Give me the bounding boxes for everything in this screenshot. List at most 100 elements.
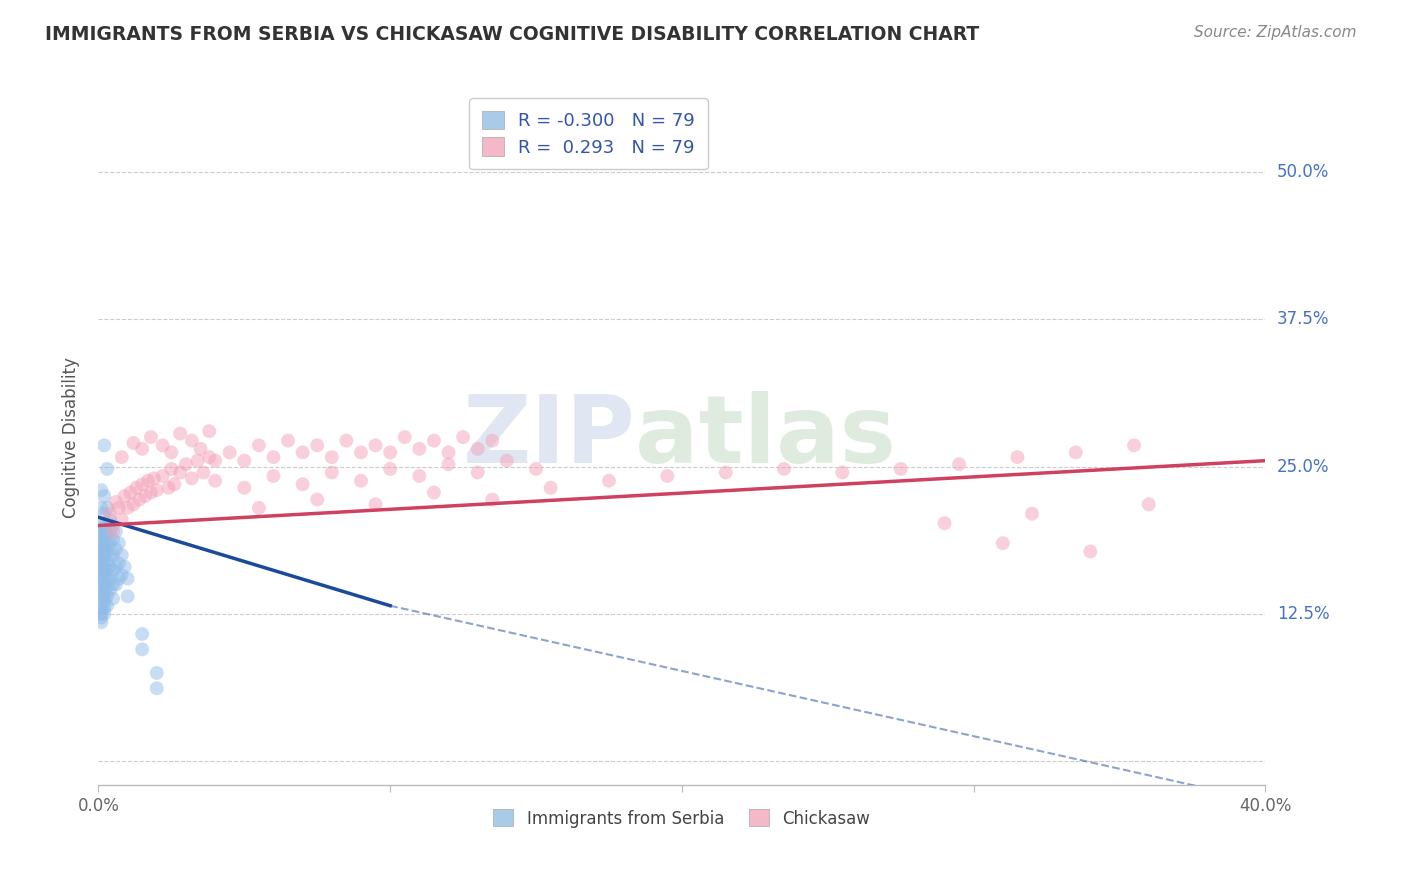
Point bbox=[90, 568, 112, 582]
Text: atlas: atlas bbox=[636, 391, 896, 483]
Point bbox=[180, 434, 202, 448]
Point bbox=[423, 485, 446, 500]
Point bbox=[131, 642, 153, 657]
Point bbox=[163, 477, 186, 491]
Point bbox=[1080, 544, 1102, 558]
Point bbox=[114, 559, 136, 574]
Point bbox=[96, 518, 118, 533]
Point bbox=[90, 518, 112, 533]
Point bbox=[335, 434, 357, 448]
Point bbox=[96, 589, 118, 603]
Point bbox=[117, 589, 139, 603]
Point bbox=[831, 466, 853, 480]
Point bbox=[98, 559, 121, 574]
Point bbox=[193, 466, 215, 480]
Point bbox=[1137, 497, 1160, 511]
Point bbox=[96, 563, 118, 577]
Point bbox=[714, 466, 737, 480]
Point bbox=[948, 457, 970, 471]
Point bbox=[437, 445, 460, 459]
Point bbox=[96, 528, 118, 542]
Point bbox=[104, 577, 127, 591]
Point bbox=[380, 445, 402, 459]
Point bbox=[90, 556, 112, 570]
Point bbox=[350, 474, 373, 488]
Point bbox=[98, 548, 121, 562]
Point bbox=[233, 453, 256, 467]
Point bbox=[90, 572, 112, 586]
Point bbox=[93, 566, 115, 580]
Point bbox=[90, 607, 112, 621]
Point bbox=[657, 469, 679, 483]
Point bbox=[114, 489, 136, 503]
Text: 12.5%: 12.5% bbox=[1277, 605, 1330, 623]
Point bbox=[90, 500, 112, 515]
Point bbox=[96, 500, 118, 515]
Point bbox=[481, 434, 503, 448]
Point bbox=[204, 453, 226, 467]
Point bbox=[93, 572, 115, 586]
Point bbox=[93, 595, 115, 609]
Point bbox=[90, 563, 112, 577]
Point bbox=[157, 481, 180, 495]
Point bbox=[1064, 445, 1087, 459]
Point bbox=[93, 607, 115, 621]
Point bbox=[111, 548, 134, 562]
Point bbox=[90, 540, 112, 554]
Point bbox=[408, 442, 430, 456]
Point bbox=[218, 445, 240, 459]
Point bbox=[277, 434, 299, 448]
Point bbox=[169, 466, 191, 480]
Point bbox=[90, 536, 112, 550]
Point bbox=[307, 492, 329, 507]
Point bbox=[101, 563, 124, 577]
Text: ZIP: ZIP bbox=[463, 391, 636, 483]
Point bbox=[146, 681, 169, 696]
Point bbox=[90, 530, 112, 544]
Point bbox=[117, 572, 139, 586]
Point bbox=[131, 442, 153, 456]
Point bbox=[98, 536, 121, 550]
Point bbox=[93, 507, 115, 521]
Point bbox=[307, 438, 329, 452]
Point bbox=[262, 450, 284, 464]
Point bbox=[90, 551, 112, 566]
Point bbox=[152, 438, 174, 452]
Point bbox=[96, 599, 118, 613]
Y-axis label: Cognitive Disability: Cognitive Disability bbox=[62, 357, 80, 517]
Point bbox=[139, 430, 162, 444]
Point bbox=[104, 542, 127, 557]
Point bbox=[93, 559, 115, 574]
Point bbox=[773, 462, 796, 476]
Point bbox=[496, 453, 519, 467]
Legend: Immigrants from Serbia, Chickasaw: Immigrants from Serbia, Chickasaw bbox=[482, 797, 882, 839]
Point bbox=[198, 424, 221, 438]
Point bbox=[98, 507, 121, 521]
Point bbox=[90, 589, 112, 603]
Point bbox=[90, 548, 112, 562]
Point bbox=[408, 469, 430, 483]
Text: IMMIGRANTS FROM SERBIA VS CHICKASAW COGNITIVE DISABILITY CORRELATION CHART: IMMIGRANTS FROM SERBIA VS CHICKASAW COGN… bbox=[45, 25, 979, 44]
Point bbox=[98, 524, 121, 539]
Point bbox=[187, 453, 209, 467]
Point bbox=[111, 568, 134, 582]
Point bbox=[321, 450, 343, 464]
Point bbox=[101, 548, 124, 562]
Point bbox=[98, 513, 121, 527]
Point bbox=[120, 485, 142, 500]
Point bbox=[451, 430, 474, 444]
Point bbox=[190, 442, 212, 456]
Point bbox=[90, 615, 112, 630]
Point bbox=[90, 577, 112, 591]
Point bbox=[291, 477, 314, 491]
Point bbox=[321, 466, 343, 480]
Point bbox=[262, 469, 284, 483]
Point bbox=[104, 524, 127, 539]
Point bbox=[93, 577, 115, 591]
Text: 37.5%: 37.5% bbox=[1277, 310, 1330, 328]
Point bbox=[540, 481, 562, 495]
Point bbox=[142, 471, 165, 485]
Point bbox=[364, 497, 387, 511]
Point bbox=[111, 513, 134, 527]
Point bbox=[174, 457, 197, 471]
